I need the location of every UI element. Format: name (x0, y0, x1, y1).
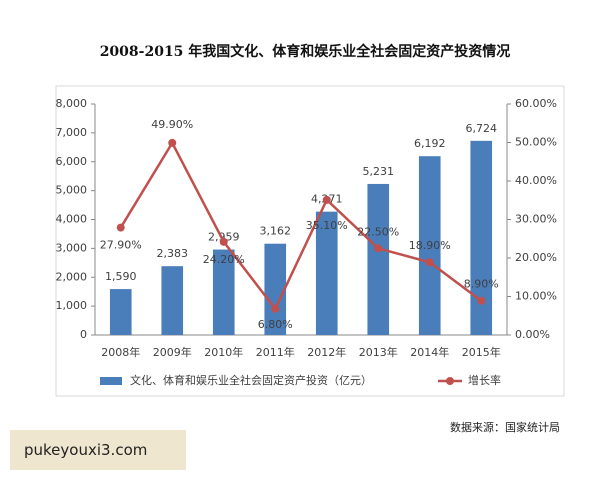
bar (315, 211, 338, 335)
x-tick-label: 2012年 (307, 345, 346, 359)
bar-value-label: 1,590 (105, 270, 137, 283)
line-marker (168, 138, 177, 147)
legend-label: 增长率 (468, 373, 501, 387)
line-marker (322, 195, 331, 204)
bar (470, 140, 493, 335)
line-value-label: 35.10% (306, 219, 348, 232)
x-tick-label: 2014年 (410, 345, 449, 359)
x-tick-label: 2013年 (359, 345, 398, 359)
line-marker (374, 244, 383, 253)
x-tick-label: 2015年 (462, 345, 501, 359)
line-marker (477, 296, 486, 305)
y-tick-label: 4,000 (56, 213, 88, 226)
bar (161, 266, 184, 335)
y2-tick-label: 30.00% (515, 213, 557, 226)
y-tick-label: 6,000 (56, 155, 88, 168)
y2-tick-label: 10.00% (515, 290, 557, 303)
y2-tick-label: 60.00% (515, 97, 557, 110)
line-value-label: 6.80% (258, 318, 293, 331)
x-tick-label: 2011年 (256, 345, 295, 359)
line-value-label: 18.90% (409, 239, 451, 252)
bar (367, 183, 390, 335)
y-tick-label: 7,000 (56, 126, 88, 139)
bar-value-label: 5,231 (363, 165, 395, 178)
legend-label: 文化、体育和娱乐业全社会固定资产投资（亿元） (130, 373, 372, 387)
line-value-label: 8.90% (464, 278, 499, 291)
bar (212, 249, 235, 335)
bar-value-label: 6,724 (466, 122, 498, 135)
bar-value-label: 2,383 (157, 247, 189, 260)
bar-value-label: 6,192 (414, 137, 446, 150)
legend-swatch (100, 377, 122, 385)
line-marker (271, 304, 280, 313)
line (119, 140, 482, 312)
legend-swatch (446, 377, 454, 385)
y-tick-label: 2,000 (56, 270, 88, 283)
x-tick-label: 2009年 (153, 345, 192, 359)
line-value-label: 24.20% (203, 253, 245, 266)
line-value-label: 22.50% (357, 225, 399, 238)
y-tick-label: 8,000 (56, 97, 88, 110)
y-tick-label: 1,000 (56, 299, 88, 312)
source: 数据来源：国家统计局 (450, 420, 560, 434)
line-marker (219, 237, 228, 246)
y2-tick-label: 0.00% (515, 328, 550, 341)
y2-tick-label: 50.00% (515, 136, 557, 149)
y-tick-label: 0 (80, 328, 87, 341)
line-value-label: 49.90% (151, 118, 193, 131)
y2-tick-label: 20.00% (515, 251, 557, 264)
y-tick-label: 5,000 (56, 184, 88, 197)
line-value-label: 27.90% (100, 239, 142, 252)
y2-tick-label: 40.00% (515, 174, 557, 187)
chart-title: 2008-2015 年我国文化、体育和娱乐业全社会固定资产投资情况 (100, 43, 511, 60)
line-marker (425, 258, 434, 267)
y-tick-label: 3,000 (56, 241, 88, 254)
bar (109, 289, 132, 335)
x-tick-label: 2010年 (204, 345, 243, 359)
bar-value-label: 3,162 (260, 225, 292, 238)
bar (418, 156, 441, 335)
bar (264, 243, 287, 335)
x-tick-label: 2008年 (101, 345, 140, 359)
line-marker (116, 223, 125, 232)
watermark: pukeyouxi3.com (10, 430, 186, 470)
chart-frame (55, 85, 565, 397)
bar-value-label: 2,959 (208, 231, 240, 244)
